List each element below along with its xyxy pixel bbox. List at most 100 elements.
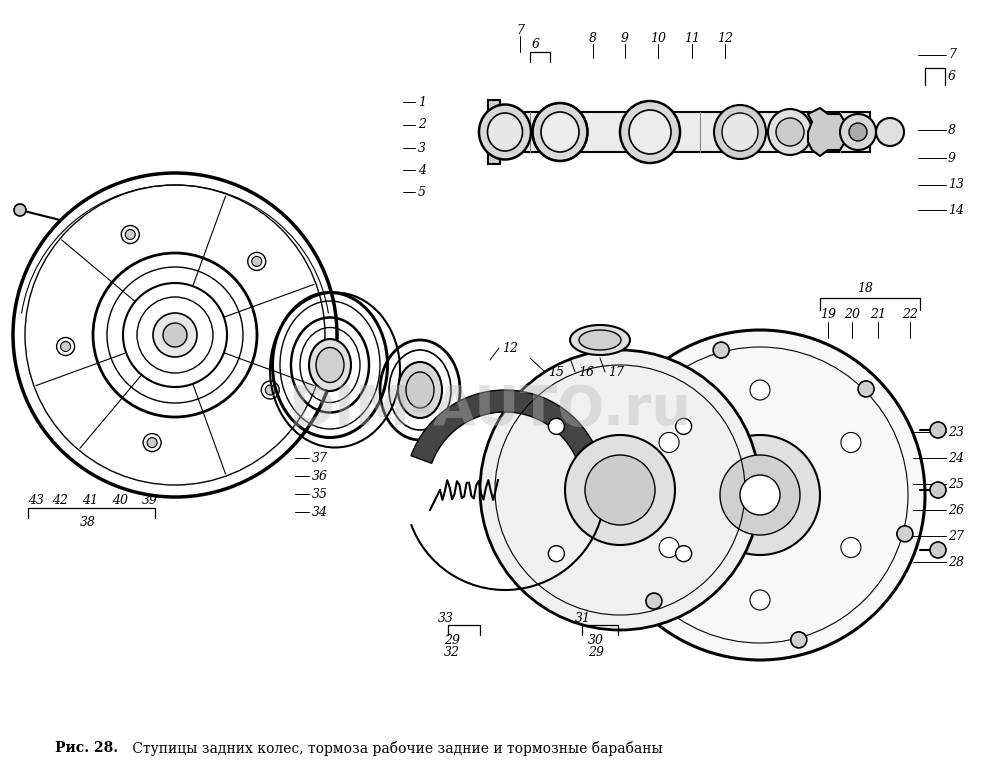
Polygon shape — [488, 100, 500, 164]
Text: 33: 33 — [438, 612, 454, 625]
Text: 7: 7 — [948, 48, 956, 62]
Circle shape — [930, 422, 946, 438]
Text: 1: 1 — [418, 95, 426, 108]
Circle shape — [876, 118, 904, 146]
Text: 31: 31 — [575, 612, 591, 625]
Ellipse shape — [620, 101, 680, 163]
Ellipse shape — [316, 348, 344, 382]
Circle shape — [565, 435, 675, 545]
Circle shape — [163, 323, 187, 347]
Text: 39: 39 — [142, 494, 158, 506]
Circle shape — [646, 593, 662, 609]
Text: 2: 2 — [418, 119, 426, 132]
Circle shape — [480, 350, 760, 630]
Ellipse shape — [768, 109, 812, 155]
Circle shape — [750, 590, 770, 610]
Circle shape — [57, 338, 75, 356]
Text: 34: 34 — [312, 505, 328, 519]
Circle shape — [248, 253, 266, 271]
Text: 3: 3 — [418, 141, 426, 154]
Circle shape — [740, 475, 780, 515]
Circle shape — [676, 418, 692, 434]
Text: 7: 7 — [516, 23, 524, 37]
Text: 12: 12 — [502, 342, 518, 354]
Text: 42: 42 — [52, 494, 68, 506]
Text: 36: 36 — [312, 470, 328, 483]
Text: 12: 12 — [717, 31, 733, 44]
Text: 8: 8 — [589, 31, 597, 44]
Ellipse shape — [479, 105, 531, 159]
Polygon shape — [411, 390, 602, 470]
Text: 25: 25 — [948, 477, 964, 491]
Text: Ступицы задних колес, тормоза рабочие задние и тормозные барабаны: Ступицы задних колес, тормоза рабочие за… — [128, 740, 663, 756]
Circle shape — [153, 313, 197, 357]
Circle shape — [265, 385, 275, 395]
Polygon shape — [488, 112, 870, 152]
Ellipse shape — [629, 110, 671, 154]
Text: 8: 8 — [948, 123, 956, 136]
Text: 27: 27 — [948, 530, 964, 543]
Text: 35: 35 — [312, 488, 328, 501]
Text: 43: 43 — [28, 494, 44, 506]
Text: 21: 21 — [870, 309, 886, 321]
Text: 18: 18 — [857, 282, 873, 295]
Text: 13: 13 — [948, 179, 964, 192]
Text: 29: 29 — [444, 633, 460, 647]
Text: 24: 24 — [948, 452, 964, 465]
Circle shape — [713, 342, 729, 358]
Text: 16: 16 — [578, 366, 594, 378]
Circle shape — [659, 432, 679, 452]
Text: 10: 10 — [650, 31, 666, 44]
Text: 32: 32 — [444, 646, 460, 658]
Circle shape — [548, 418, 564, 434]
Text: 9: 9 — [948, 151, 956, 165]
Text: 26: 26 — [948, 504, 964, 516]
Text: 41: 41 — [82, 494, 98, 506]
Text: 37: 37 — [312, 452, 328, 465]
Polygon shape — [808, 108, 848, 156]
Circle shape — [841, 537, 861, 558]
Ellipse shape — [488, 113, 522, 151]
Ellipse shape — [714, 105, 766, 159]
Text: DIM-AUTO.ru: DIM-AUTO.ru — [289, 383, 691, 437]
Text: 4: 4 — [418, 164, 426, 176]
Circle shape — [858, 381, 874, 397]
Text: 6: 6 — [532, 38, 540, 51]
Text: 19: 19 — [820, 309, 836, 321]
Text: 17: 17 — [608, 366, 624, 378]
Text: 38: 38 — [80, 516, 96, 529]
Text: Рис. 28.: Рис. 28. — [55, 741, 118, 755]
Ellipse shape — [579, 330, 621, 350]
Circle shape — [897, 526, 913, 542]
Circle shape — [841, 432, 861, 452]
Circle shape — [607, 448, 623, 464]
Text: 9: 9 — [621, 31, 629, 44]
Text: 28: 28 — [948, 555, 964, 569]
Circle shape — [14, 204, 26, 216]
Text: 14: 14 — [948, 204, 964, 217]
Circle shape — [930, 482, 946, 498]
Text: 23: 23 — [948, 426, 964, 438]
Circle shape — [776, 118, 804, 146]
Circle shape — [585, 455, 655, 525]
Circle shape — [849, 123, 867, 141]
Circle shape — [930, 542, 946, 558]
Ellipse shape — [406, 372, 434, 408]
Text: 29: 29 — [588, 646, 604, 658]
Text: 20: 20 — [844, 309, 860, 321]
Ellipse shape — [722, 113, 758, 151]
Text: 5: 5 — [418, 186, 426, 198]
Text: 30: 30 — [588, 633, 604, 647]
Text: 15: 15 — [548, 366, 564, 378]
Circle shape — [840, 114, 876, 150]
Ellipse shape — [309, 339, 351, 391]
Circle shape — [252, 257, 262, 267]
Text: 6: 6 — [948, 69, 956, 83]
Circle shape — [121, 225, 139, 243]
Circle shape — [147, 438, 157, 448]
Circle shape — [143, 434, 161, 452]
Ellipse shape — [398, 362, 442, 418]
Circle shape — [261, 381, 279, 399]
Circle shape — [676, 546, 692, 562]
Circle shape — [720, 455, 800, 535]
